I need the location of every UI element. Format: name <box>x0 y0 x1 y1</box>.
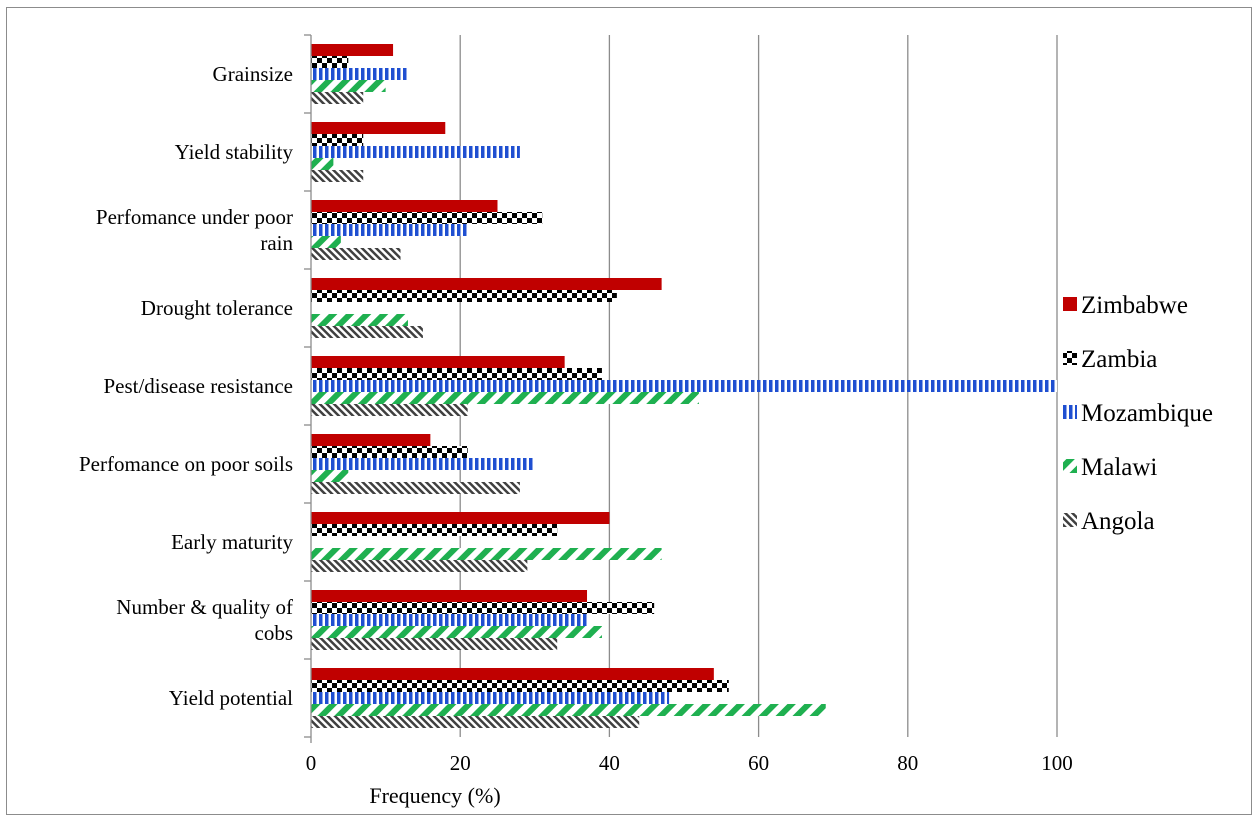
category-label: Yield potential <box>169 686 293 710</box>
bar <box>311 458 535 470</box>
bar <box>311 392 699 404</box>
bar <box>311 314 408 326</box>
bar <box>311 224 468 236</box>
bar <box>311 404 468 416</box>
x-tick-label: 100 <box>1041 751 1073 775</box>
bar <box>311 560 528 572</box>
bar <box>311 602 655 614</box>
x-tick-label: 40 <box>599 751 620 775</box>
bar <box>311 236 341 248</box>
bar <box>311 212 543 224</box>
bar <box>311 326 423 338</box>
bar <box>311 524 558 536</box>
category-label: Number & quality of <box>116 595 293 619</box>
category-label: Perfomance on poor soils <box>79 452 293 476</box>
bar <box>311 158 334 170</box>
bars <box>311 44 1057 728</box>
bar <box>311 638 558 650</box>
bar <box>311 704 826 716</box>
legend-swatch <box>1063 513 1077 527</box>
bar <box>311 134 364 146</box>
bar <box>311 356 565 368</box>
legend-swatch <box>1063 297 1077 311</box>
bar <box>311 248 401 260</box>
legend-label: Zimbabwe <box>1081 292 1188 319</box>
bar <box>311 368 602 380</box>
category-label: Grainsize <box>213 62 293 86</box>
bar <box>311 434 431 446</box>
bar <box>311 470 349 482</box>
category-label: Drought tolerance <box>141 296 293 320</box>
axes: 0 20 40 60 80 100 Grainsize Yield stability Perf… <box>79 34 1073 775</box>
bar <box>311 716 640 728</box>
chart-frame: 0 20 40 60 80 100 Grainsize Yield stability Perf… <box>6 7 1252 815</box>
legend-swatch <box>1063 351 1077 365</box>
category-label: Yield stability <box>175 140 294 164</box>
bar <box>311 170 364 182</box>
bar <box>311 482 520 494</box>
bar <box>311 200 498 212</box>
category-label: cobs <box>255 621 294 645</box>
bar-chart: 0 20 40 60 80 100 Grainsize Yield stability Perf… <box>79 34 1213 808</box>
legend: Zimbabwe Zambia Mozambique Malawi Angola <box>1063 292 1213 535</box>
x-tick-label: 20 <box>450 751 471 775</box>
bar <box>311 290 617 302</box>
legend-swatch <box>1063 405 1077 419</box>
bar <box>311 80 386 92</box>
legend-label: Malawi <box>1081 454 1157 481</box>
legend-label: Zambia <box>1081 346 1157 373</box>
bar <box>311 92 364 104</box>
x-tick-label: 0 <box>306 751 317 775</box>
category-label: Pest/disease resistance <box>103 374 293 398</box>
bar <box>311 278 662 290</box>
bar <box>311 548 662 560</box>
bar <box>311 668 714 680</box>
legend-label: Mozambique <box>1081 400 1213 427</box>
bar <box>311 512 610 524</box>
category-label: Perfomance under poor <box>96 205 293 229</box>
legend-swatch <box>1063 459 1077 473</box>
bar <box>311 380 1057 392</box>
bar <box>311 614 588 626</box>
x-axis-title: Frequency (%) <box>369 783 500 808</box>
bar <box>311 56 349 68</box>
bar <box>311 692 670 704</box>
x-tick-label: 60 <box>748 751 769 775</box>
category-label: Early maturity <box>171 530 293 554</box>
bar <box>311 590 588 602</box>
bar <box>311 626 602 638</box>
category-label: rain <box>260 231 293 255</box>
bar <box>311 68 408 80</box>
bar <box>311 44 394 56</box>
bar <box>311 146 520 158</box>
x-tick-label: 80 <box>897 751 918 775</box>
legend-label: Angola <box>1081 508 1155 535</box>
bar <box>311 122 446 134</box>
bar <box>311 680 729 692</box>
bar <box>311 446 468 458</box>
